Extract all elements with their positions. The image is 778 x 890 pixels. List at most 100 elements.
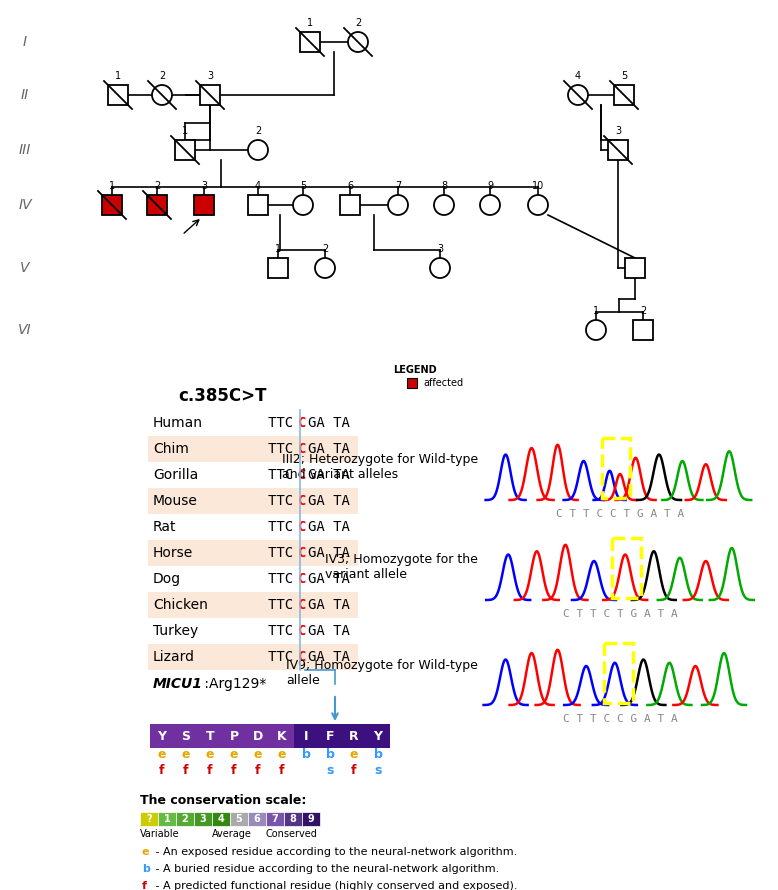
Text: VI: VI: [18, 323, 32, 337]
Text: IV: IV: [18, 198, 32, 212]
Text: TTC: TTC: [268, 468, 302, 482]
Bar: [266, 812, 284, 826]
Text: I: I: [303, 730, 308, 742]
Text: 1: 1: [163, 814, 170, 824]
Text: e: e: [230, 748, 238, 760]
Text: 9: 9: [487, 181, 493, 191]
Text: T: T: [205, 730, 214, 742]
Text: TTC: TTC: [268, 650, 302, 664]
Text: P: P: [230, 730, 239, 742]
Text: 9: 9: [307, 814, 314, 824]
Text: 7: 7: [395, 181, 401, 191]
Text: 6: 6: [347, 181, 353, 191]
Text: C: C: [298, 442, 307, 456]
Text: Variable: Variable: [140, 829, 180, 839]
Bar: [222, 724, 246, 748]
Text: GA TA: GA TA: [308, 546, 350, 560]
Bar: [176, 812, 194, 826]
Text: Average: Average: [212, 829, 252, 839]
Circle shape: [248, 140, 268, 160]
Bar: [300, 32, 320, 52]
Text: - An exposed residue according to the neural-network algorithm.: - An exposed residue according to the ne…: [152, 847, 517, 857]
Bar: [175, 140, 195, 160]
Text: TTC: TTC: [268, 494, 302, 508]
Text: e: e: [182, 748, 191, 760]
Bar: [148, 592, 358, 618]
Text: 2: 2: [255, 126, 261, 136]
Text: 10: 10: [532, 181, 544, 191]
Bar: [407, 378, 417, 388]
Text: e: e: [142, 847, 149, 857]
Bar: [614, 85, 634, 105]
Text: LEGEND: LEGEND: [393, 365, 436, 375]
Text: Chim: Chim: [153, 442, 189, 456]
Circle shape: [480, 195, 500, 215]
Bar: [147, 195, 167, 215]
Text: R: R: [349, 730, 359, 742]
Bar: [174, 724, 198, 748]
Text: ?: ?: [146, 814, 152, 824]
Bar: [140, 812, 158, 826]
Text: s: s: [326, 764, 334, 776]
Text: e: e: [254, 748, 262, 760]
Text: 1: 1: [307, 18, 313, 28]
Circle shape: [568, 85, 588, 105]
Bar: [194, 195, 214, 215]
Text: GA TA: GA TA: [308, 572, 350, 586]
Bar: [194, 812, 212, 826]
Bar: [633, 320, 653, 340]
Text: Human: Human: [153, 416, 203, 430]
Text: 2: 2: [640, 306, 646, 316]
Text: TTC: TTC: [268, 416, 302, 430]
Text: Rat: Rat: [153, 520, 177, 534]
Text: 5: 5: [621, 71, 627, 81]
Bar: [284, 812, 302, 826]
Bar: [148, 436, 358, 462]
Text: 1: 1: [109, 181, 115, 191]
Text: Turkey: Turkey: [153, 624, 198, 638]
Circle shape: [430, 258, 450, 278]
Text: III: III: [19, 143, 31, 157]
Text: Gorilla: Gorilla: [153, 468, 198, 482]
Text: C: C: [298, 650, 307, 664]
Text: f: f: [184, 764, 189, 776]
Circle shape: [152, 85, 172, 105]
Text: e: e: [158, 748, 166, 760]
Text: - A buried residue according to the neural-network algorithm.: - A buried residue according to the neur…: [152, 864, 499, 874]
Text: TTC: TTC: [268, 442, 302, 456]
Bar: [246, 724, 270, 748]
Text: GA TA: GA TA: [308, 650, 350, 664]
Circle shape: [315, 258, 335, 278]
Text: Lizard: Lizard: [153, 650, 195, 664]
Text: 3: 3: [437, 244, 443, 254]
Bar: [158, 812, 176, 826]
Text: TTC: TTC: [268, 624, 302, 638]
Bar: [248, 812, 266, 826]
Text: Conserved: Conserved: [266, 829, 318, 839]
Bar: [270, 724, 294, 748]
Text: C T T C T G A T A: C T T C T G A T A: [562, 609, 678, 619]
Text: s: s: [374, 764, 382, 776]
Text: C: C: [298, 624, 307, 638]
Text: 8: 8: [289, 814, 296, 824]
Bar: [198, 724, 222, 748]
Text: GA TA: GA TA: [308, 416, 350, 430]
Text: 2: 2: [322, 244, 328, 254]
Text: 4: 4: [218, 814, 224, 824]
Text: 3: 3: [201, 181, 207, 191]
Text: b: b: [302, 748, 310, 760]
Bar: [318, 724, 342, 748]
Text: b: b: [373, 748, 383, 760]
Text: GA TA: GA TA: [308, 468, 350, 482]
Text: TTC: TTC: [268, 572, 302, 586]
Text: Dog: Dog: [153, 572, 181, 586]
Text: 2: 2: [154, 181, 160, 191]
Text: D: D: [253, 730, 263, 742]
Text: The conservation scale:: The conservation scale:: [140, 794, 307, 806]
Bar: [230, 812, 248, 826]
Bar: [212, 812, 230, 826]
Text: Chicken: Chicken: [153, 598, 208, 612]
Bar: [602, 438, 630, 498]
Circle shape: [434, 195, 454, 215]
Text: IV3; Homozygote for the
variant allele: IV3; Homozygote for the variant allele: [325, 554, 478, 581]
